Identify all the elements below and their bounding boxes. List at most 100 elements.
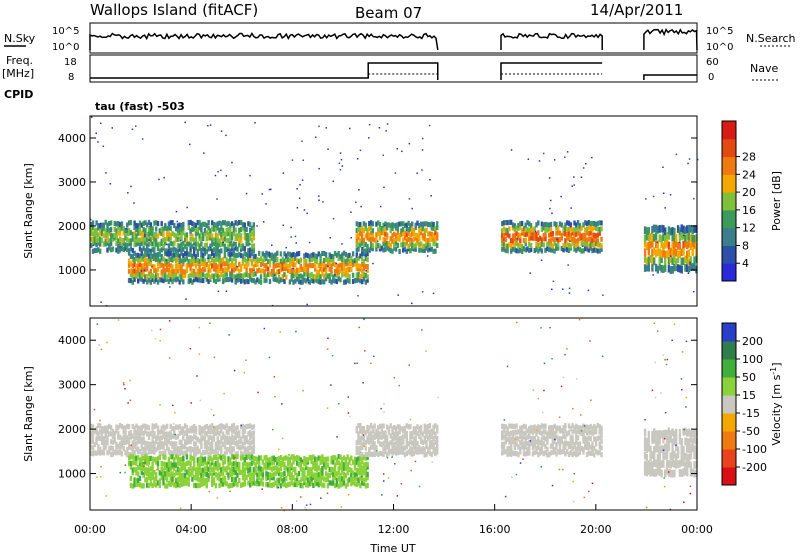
vel-scatter-point (425, 350, 427, 352)
power-echo-cell (137, 268, 140, 274)
power-echo-cell (676, 242, 680, 250)
vel-echo-cell (176, 466, 180, 472)
vel-echo-cell (337, 483, 340, 489)
power-echo-cell (502, 246, 506, 252)
power-echo-cell (205, 242, 208, 248)
vel-scatter-point (664, 359, 666, 361)
vel-echo-cell (147, 456, 151, 462)
power-echo-cell (160, 262, 163, 268)
power-echo-cell (129, 246, 133, 252)
vel-echo-cell (167, 466, 171, 472)
vel-echo-cell (308, 475, 311, 481)
power-echo-cell (418, 233, 421, 239)
vel-echo-cell (127, 461, 131, 467)
vel-echo-cell (669, 469, 672, 478)
vel-echo-cell (265, 465, 268, 471)
vel-echo-cell (194, 471, 198, 477)
power-echo-cell (566, 220, 569, 226)
vel-echo-cell (528, 426, 531, 432)
vel-echo-cell (695, 460, 698, 469)
power-echo-cell (207, 246, 210, 252)
vel-echo-cell (160, 466, 163, 472)
power-echo-cell (211, 250, 214, 256)
power-echo-cell (283, 278, 286, 284)
power-echo-cell (171, 264, 174, 270)
vel-echo-cell (180, 472, 183, 478)
power-echo-cell (104, 238, 107, 244)
power-echo-cell (432, 241, 435, 247)
power-echo-cell (138, 257, 142, 263)
power-echo-cell (241, 260, 245, 266)
vel-echo-cell (551, 444, 554, 450)
vel-echo-cell (234, 426, 237, 432)
power-echo-cell (411, 231, 414, 237)
vel-echo-cell (191, 425, 194, 431)
power-echo-cell (647, 247, 650, 256)
vel-colorbar-cell (722, 323, 736, 342)
vel-echo-cell (187, 476, 190, 482)
vel-echo-cell (375, 450, 378, 456)
vel-echo-cell (310, 467, 313, 473)
vel-echo-cell (361, 480, 364, 486)
vel-echo-cell (546, 435, 549, 441)
vel-echo-cell (693, 445, 696, 453)
power-echo-cell (90, 236, 93, 242)
vel-echo-cell (645, 438, 649, 446)
vel-echo-cell (211, 457, 214, 463)
power-echo-cell (187, 262, 190, 268)
power-echo-cell (502, 226, 506, 232)
vel-echo-cell (589, 429, 592, 435)
power-colorbar-cell (722, 138, 736, 158)
power-echo-cell (227, 227, 230, 233)
xtick-label: 20:00 (580, 523, 612, 536)
power-scatter-point (669, 194, 672, 196)
vel-scatter-point (273, 376, 276, 378)
power-scatter-point (163, 176, 165, 179)
power-echo-cell (535, 241, 538, 247)
vel-echo-cell (409, 445, 412, 452)
vel-echo-cell (645, 468, 649, 477)
power-echo-cell (194, 263, 198, 269)
power-echo-cell (522, 246, 526, 252)
vel-echo-cell (382, 423, 385, 429)
power-echo-cell (348, 274, 351, 280)
vel-echo-cell (93, 428, 96, 434)
power-scatter-point (693, 197, 695, 200)
vel-echo-cell (153, 431, 156, 437)
vel-echo-cell (171, 476, 174, 482)
vel-echo-cell (174, 470, 178, 476)
power-echo-cell (137, 240, 140, 246)
vel-echo-cell (193, 452, 196, 458)
power-echo-cell (167, 278, 171, 284)
power-echo-cell (165, 248, 169, 254)
power-echo-cell (137, 223, 140, 229)
power-echo-cell (549, 247, 553, 253)
power-echo-cell (225, 267, 228, 273)
vel-echo-cell (691, 438, 694, 447)
power-echo-cell (198, 272, 201, 278)
power-echo-cell (239, 243, 243, 249)
vel-echo-cell (277, 467, 281, 473)
power-echo-cell (600, 220, 603, 226)
power-echo-cell (411, 221, 414, 227)
power-echo-cell (593, 232, 596, 238)
vel-echo-cell (317, 472, 320, 478)
vel-echo-cell (160, 475, 163, 481)
power-echo-cell (578, 232, 582, 238)
vel-echo-cell (138, 438, 142, 444)
vel-echo-cell (268, 465, 272, 471)
vel-echo-cell (200, 481, 203, 488)
power-echo-cell (504, 230, 507, 236)
power-scatter-point (236, 278, 238, 281)
vel-scatter-point (361, 475, 363, 478)
power-echo-cell (214, 267, 218, 273)
vel-echo-cell (203, 478, 207, 484)
power-echo-cell (645, 227, 649, 235)
power-echo-cell (268, 252, 272, 258)
power-echo-cell (261, 268, 264, 274)
vel-echo-cell (227, 456, 230, 462)
power-echo-cell (191, 268, 194, 274)
vel-echo-cell (385, 439, 389, 445)
power-echo-cell (678, 227, 682, 236)
vel-echo-cell (227, 425, 230, 431)
